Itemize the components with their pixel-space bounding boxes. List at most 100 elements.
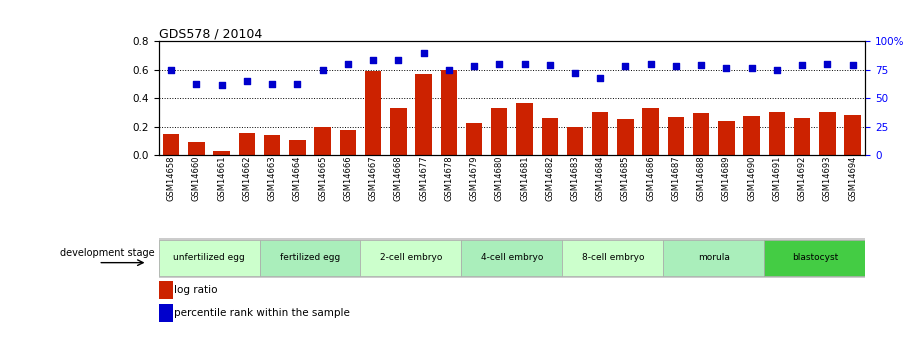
Bar [461, 240, 563, 276]
Point [341, 61, 355, 67]
Bar [663, 240, 765, 276]
Text: GSM14681: GSM14681 [520, 155, 529, 201]
Text: GSM14691: GSM14691 [773, 155, 781, 201]
Point [719, 65, 734, 70]
Bar [264, 135, 280, 155]
Text: GSM14682: GSM14682 [545, 155, 554, 201]
Bar [491, 108, 507, 155]
Point [643, 61, 658, 67]
Bar [819, 112, 835, 155]
Text: GSM14687: GSM14687 [671, 155, 680, 201]
Point [441, 67, 456, 72]
Point [366, 57, 381, 62]
Point [845, 62, 860, 68]
Text: GSM14683: GSM14683 [571, 155, 580, 201]
Bar [159, 281, 173, 299]
Bar [617, 119, 633, 155]
Text: GSM14668: GSM14668 [394, 155, 403, 201]
Text: GSM14679: GSM14679 [469, 155, 478, 201]
Bar [794, 118, 810, 155]
Bar [765, 240, 865, 276]
Bar [668, 117, 684, 155]
Bar [415, 74, 432, 155]
Bar [563, 240, 663, 276]
Text: blastocyst: blastocyst [792, 253, 838, 263]
Bar [466, 122, 482, 155]
Point [820, 61, 834, 67]
Point [618, 64, 632, 69]
Text: percentile rank within the sample: percentile rank within the sample [175, 308, 351, 318]
Text: GSM14680: GSM14680 [495, 155, 504, 201]
Bar [289, 140, 305, 155]
Text: GSM14664: GSM14664 [293, 155, 302, 201]
Point [543, 62, 557, 68]
Bar [159, 240, 259, 276]
Text: GSM14667: GSM14667 [369, 155, 378, 201]
Point [568, 70, 583, 76]
Bar [390, 108, 407, 155]
Text: 8-cell embryo: 8-cell embryo [582, 253, 644, 263]
Text: GSM14693: GSM14693 [823, 155, 832, 201]
Bar [844, 115, 861, 155]
Text: GSM14678: GSM14678 [444, 155, 453, 201]
Text: 4-cell embryo: 4-cell embryo [481, 253, 543, 263]
Bar [516, 102, 533, 155]
Bar [159, 304, 173, 322]
Point [265, 81, 279, 86]
Text: GDS578 / 20104: GDS578 / 20104 [159, 27, 262, 40]
Bar [314, 127, 331, 155]
Text: GSM14692: GSM14692 [797, 155, 806, 201]
Bar [214, 151, 230, 155]
Text: GSM14665: GSM14665 [318, 155, 327, 201]
Point [189, 81, 204, 86]
Text: GSM14690: GSM14690 [747, 155, 757, 201]
Text: GSM14661: GSM14661 [217, 155, 226, 201]
Point [315, 67, 330, 72]
Bar [365, 71, 381, 155]
Bar [440, 70, 457, 155]
Bar [361, 240, 461, 276]
Point [694, 62, 708, 68]
Point [593, 75, 607, 81]
Text: GSM14666: GSM14666 [343, 155, 352, 201]
Bar [642, 108, 659, 155]
Point [391, 57, 406, 62]
Bar [163, 134, 179, 155]
Point [745, 65, 759, 70]
Point [669, 64, 683, 69]
Point [239, 78, 254, 84]
Point [417, 50, 431, 56]
Point [517, 61, 532, 67]
Text: GSM14660: GSM14660 [192, 155, 201, 201]
Bar [592, 112, 609, 155]
Bar [340, 130, 356, 155]
Bar [188, 142, 205, 155]
Text: GSM14694: GSM14694 [848, 155, 857, 201]
Bar [238, 133, 255, 155]
Text: GSM14663: GSM14663 [267, 155, 276, 201]
Text: morula: morula [698, 253, 729, 263]
Text: GSM14685: GSM14685 [621, 155, 630, 201]
Text: unfertilized egg: unfertilized egg [173, 253, 245, 263]
Point [795, 62, 809, 68]
Text: GSM14688: GSM14688 [697, 155, 706, 201]
Text: GSM14686: GSM14686 [646, 155, 655, 201]
Text: GSM14684: GSM14684 [596, 155, 604, 201]
Bar [744, 116, 760, 155]
Bar [542, 118, 558, 155]
Text: 2-cell embryo: 2-cell embryo [380, 253, 442, 263]
Point [492, 61, 506, 67]
Point [215, 82, 229, 87]
Point [290, 81, 304, 86]
Point [164, 67, 178, 72]
Text: development stage: development stage [60, 248, 155, 258]
Text: GSM14677: GSM14677 [419, 155, 428, 201]
Bar [567, 127, 583, 155]
Point [769, 67, 784, 72]
Bar [259, 240, 361, 276]
Text: GSM14662: GSM14662 [243, 155, 251, 201]
Text: GSM14658: GSM14658 [167, 155, 176, 201]
Bar [718, 121, 735, 155]
Bar [693, 112, 709, 155]
Text: GSM14689: GSM14689 [722, 155, 731, 201]
